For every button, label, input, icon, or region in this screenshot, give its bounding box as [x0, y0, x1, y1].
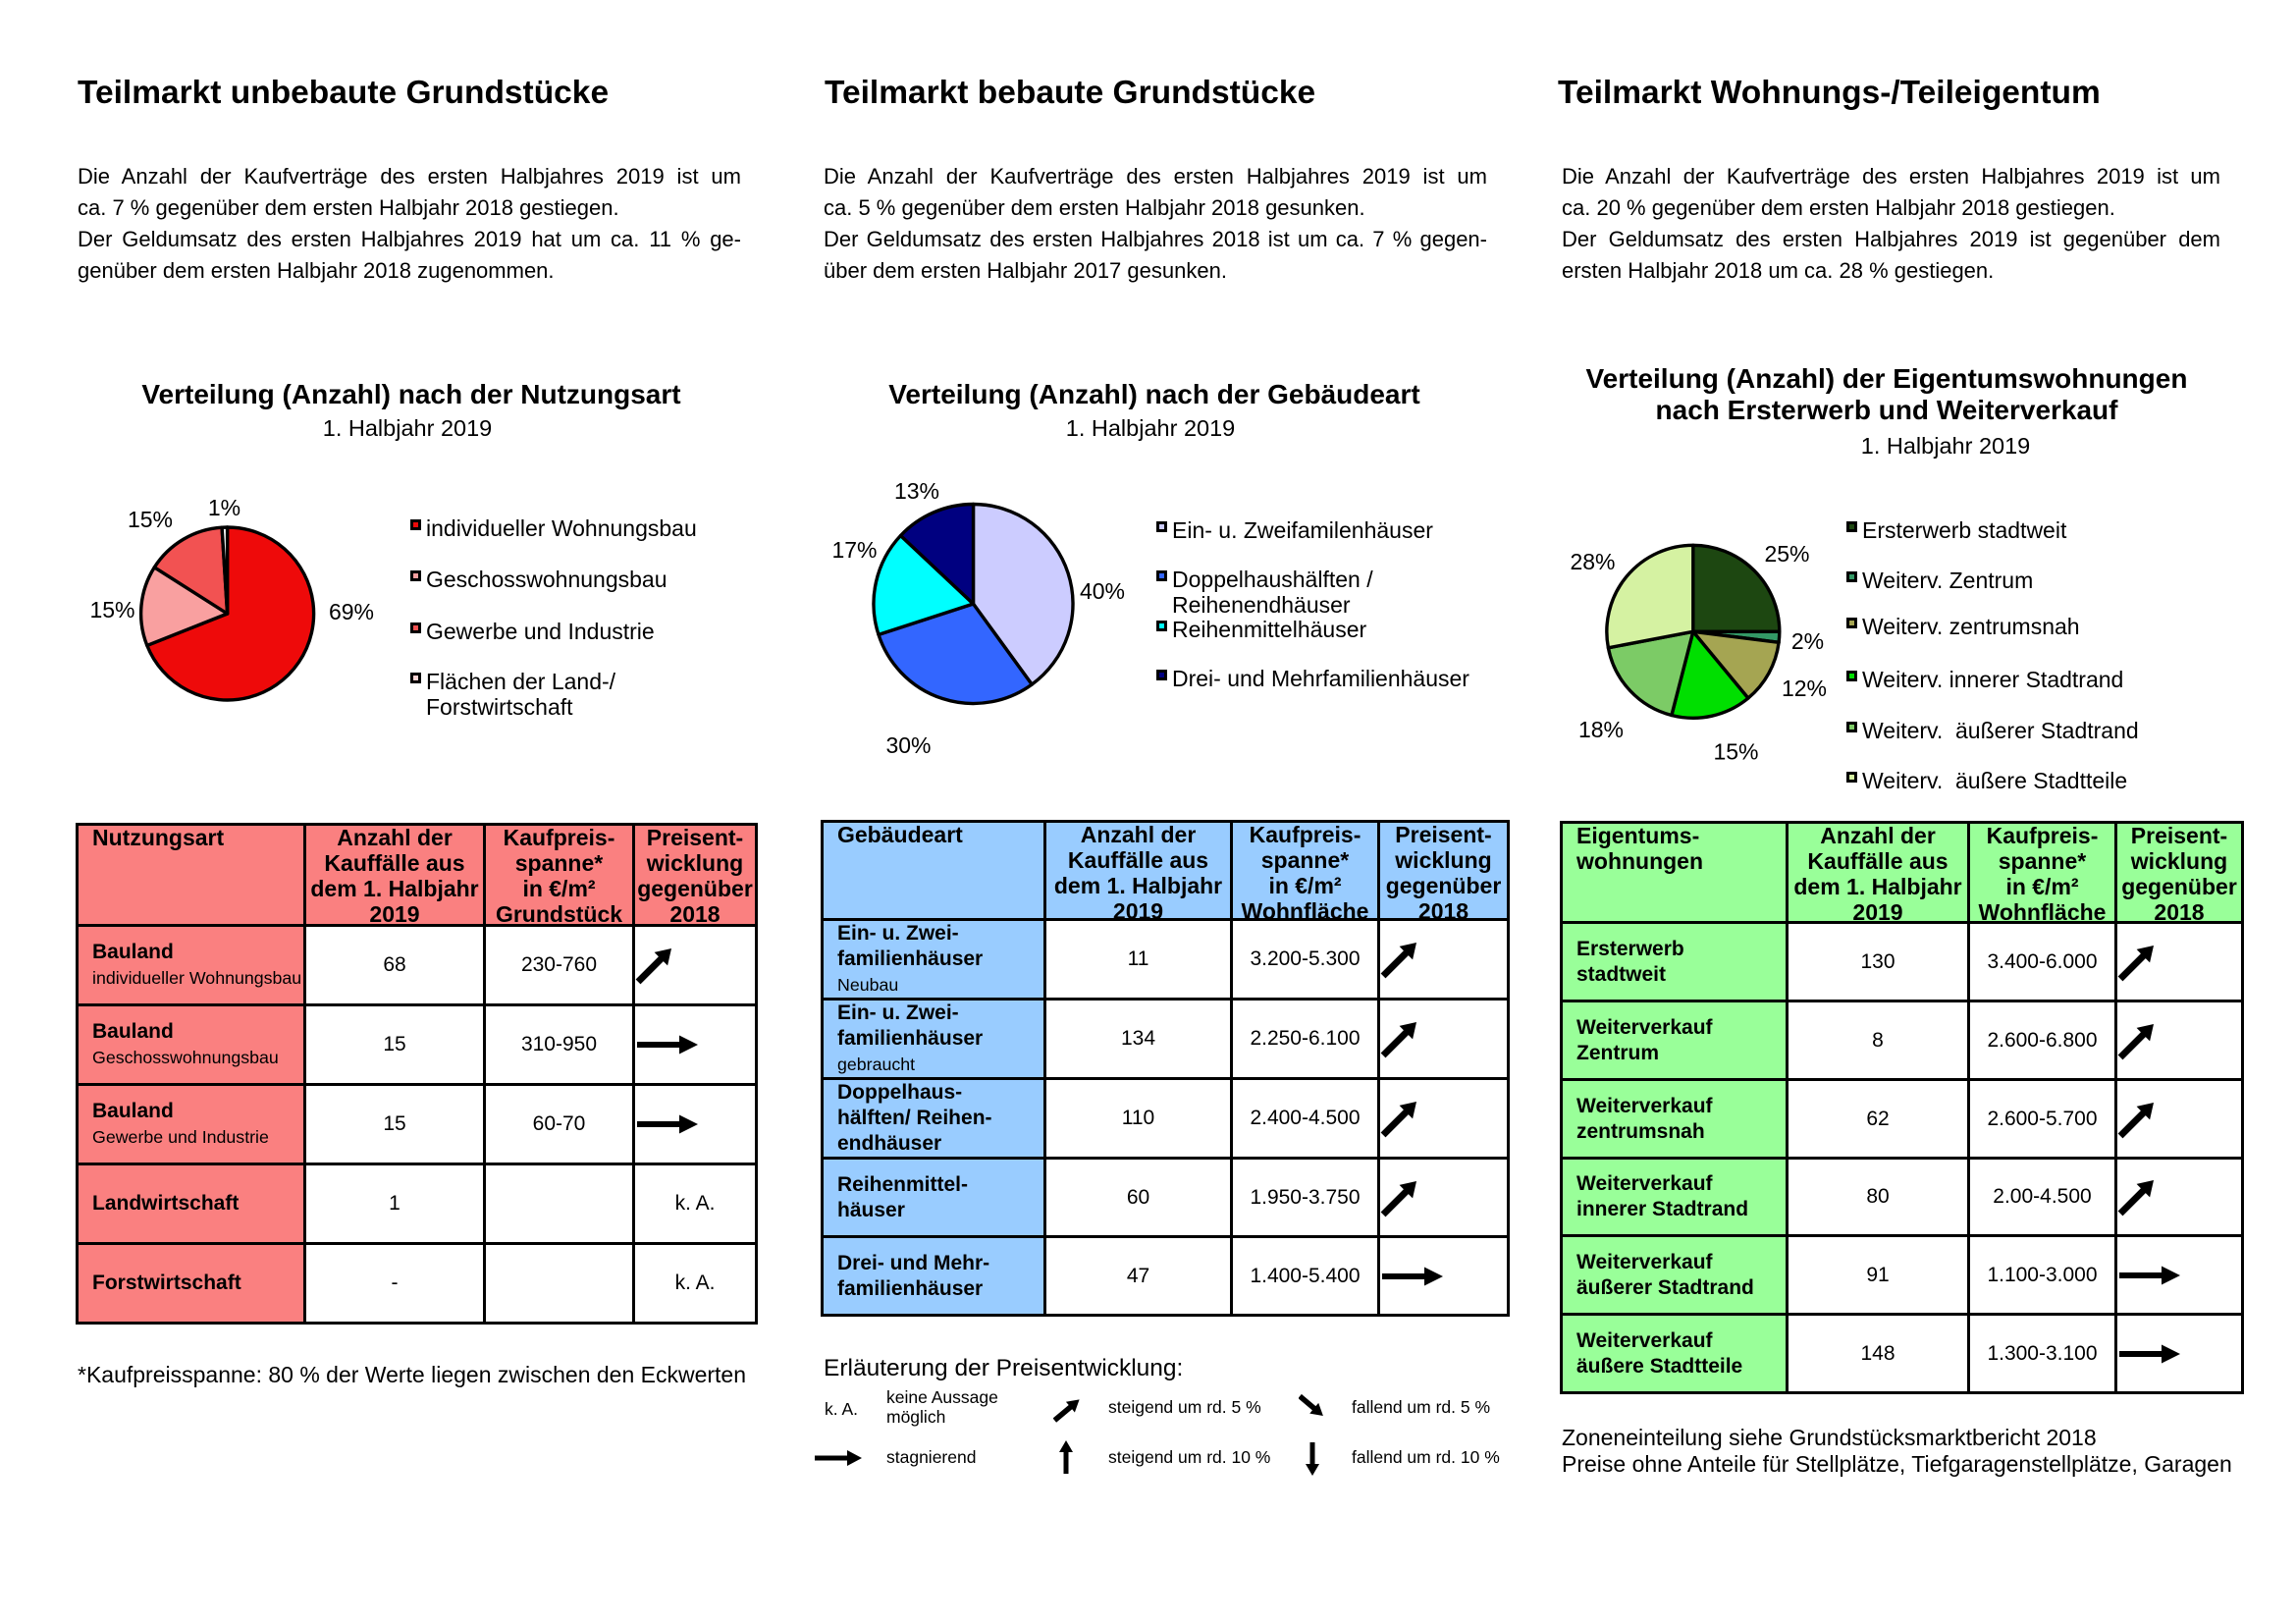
svg-text:18%: 18%	[1578, 717, 1624, 742]
svg-text:15%: 15%	[89, 597, 134, 622]
svg-text:2%: 2%	[1791, 628, 1824, 654]
svg-text:13%: 13%	[894, 478, 939, 504]
svg-text:1%: 1%	[208, 495, 240, 520]
svg-text:30%: 30%	[885, 732, 931, 758]
svg-text:69%: 69%	[329, 599, 374, 624]
svg-text:40%: 40%	[1080, 578, 1125, 604]
svg-text:12%: 12%	[1782, 676, 1827, 701]
svg-text:15%: 15%	[128, 507, 173, 532]
svg-text:17%: 17%	[831, 537, 877, 563]
svg-text:25%: 25%	[1764, 541, 1809, 567]
svg-text:15%: 15%	[1713, 739, 1758, 765]
svg-text:28%: 28%	[1570, 549, 1615, 574]
